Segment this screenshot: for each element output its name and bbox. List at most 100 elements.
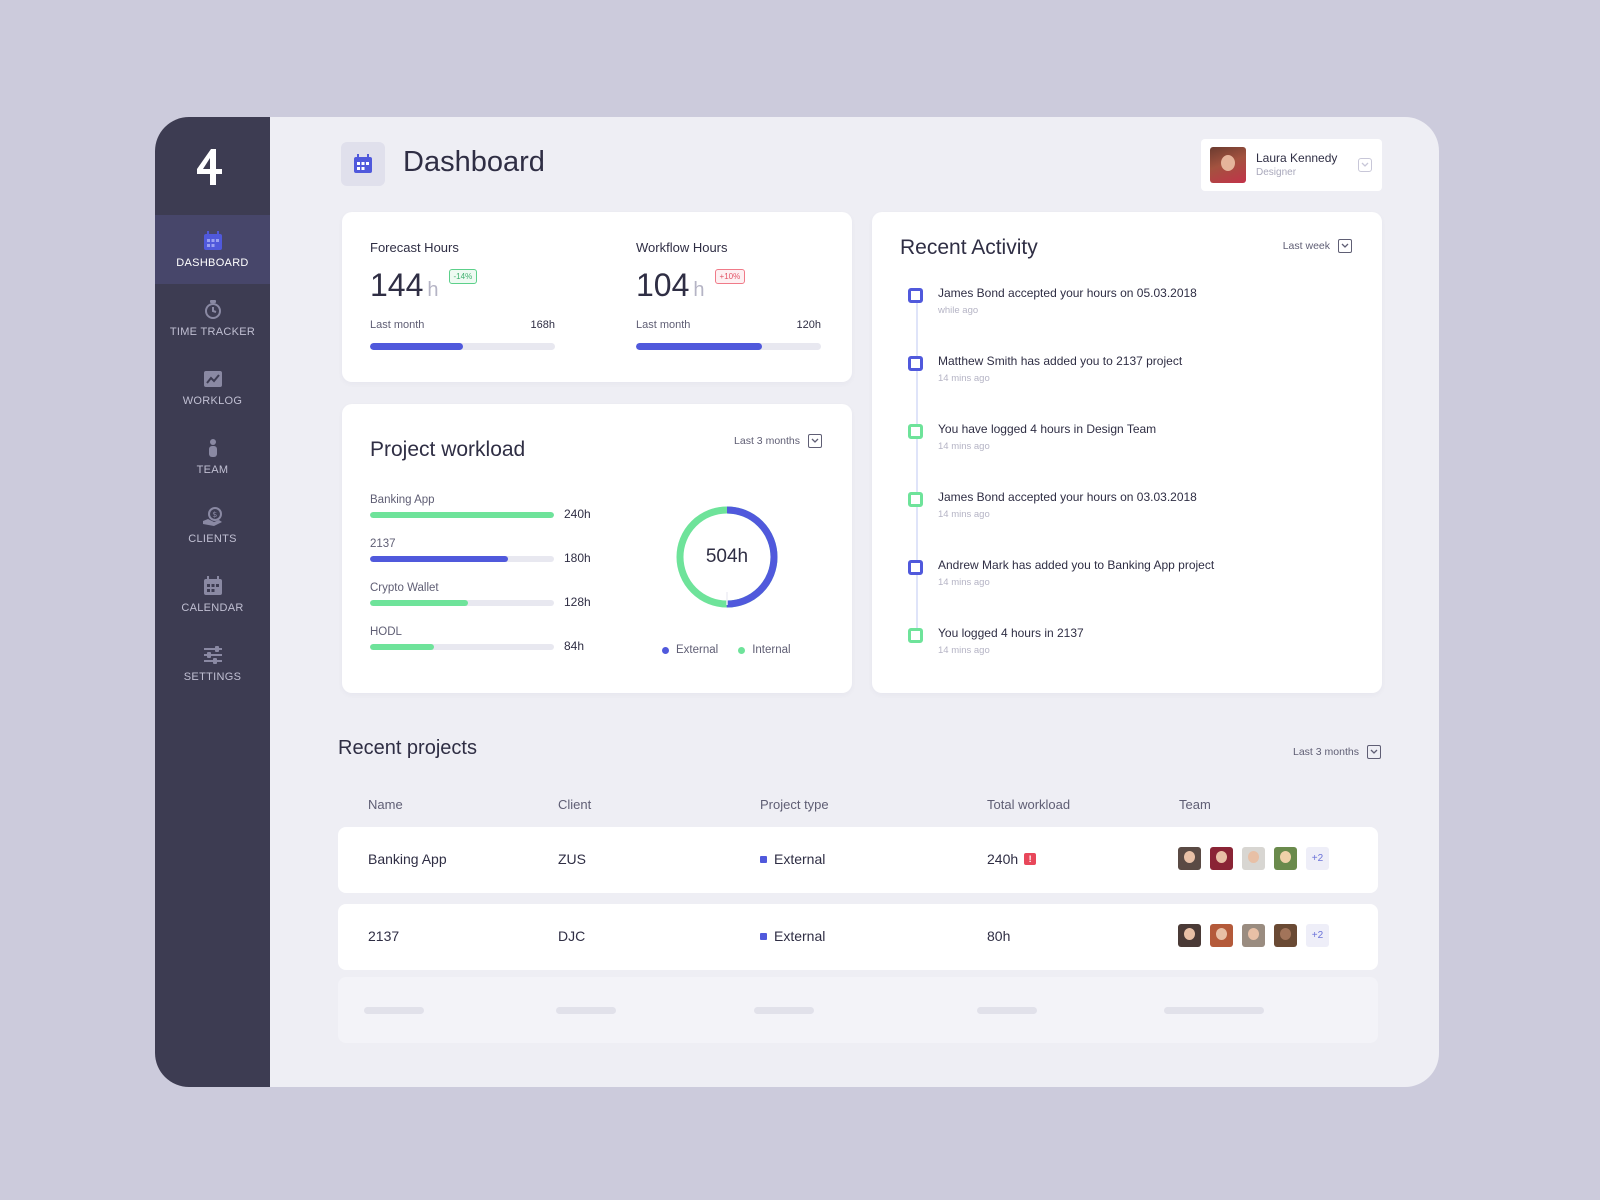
- column-header-team[interactable]: Team: [1179, 797, 1211, 812]
- activity-range-label: Last week: [1282, 240, 1330, 252]
- team-more-badge[interactable]: +2: [1306, 924, 1329, 947]
- workflow-change-badge: +10%: [714, 269, 746, 284]
- recent-projects-title: Recent projects: [338, 737, 477, 759]
- activity-text: James Bond accepted your hours on 03.03.…: [938, 490, 1197, 504]
- workflow-hours: Workflow Hours 104 h +10% Last month 120…: [636, 240, 821, 350]
- workload-list: Banking App 240h 2137 180h Crypto Wallet…: [370, 494, 600, 670]
- team-avatars[interactable]: +2: [1178, 847, 1329, 870]
- chart-board-icon: [202, 368, 224, 390]
- calendar-icon: [202, 575, 224, 597]
- activity-item: You have logged 4 hours in Design Team 1…: [908, 422, 1348, 462]
- sidebar-item-settings[interactable]: SETTINGS: [155, 629, 270, 698]
- sidebar: DASHBOARD TIME TRACKER WORKLOG TEAM: [155, 117, 270, 1087]
- column-header-name[interactable]: Name: [368, 797, 403, 812]
- workload-bar-fill: [370, 600, 469, 606]
- activity-text: James Bond accepted your hours on 05.03.…: [938, 286, 1197, 300]
- legend-internal: Internal: [738, 644, 791, 656]
- avatar: [1210, 924, 1233, 947]
- avatar: [1274, 847, 1297, 870]
- stopwatch-icon: [202, 299, 224, 321]
- workload-item: Banking App 240h: [370, 494, 600, 538]
- project-workload-card: Project workload Last 3 months Banking A…: [342, 404, 852, 693]
- activity-marker: [908, 492, 923, 507]
- column-header-type[interactable]: Project type: [760, 797, 829, 812]
- sidebar-item-label: TEAM: [196, 464, 229, 476]
- workload-project-name: HODL: [370, 626, 402, 638]
- activity-marker: [908, 424, 923, 439]
- workflow-unit: h: [693, 279, 705, 301]
- workload-project-value: 84h: [564, 639, 585, 653]
- sidebar-item-label: DASHBOARD: [176, 257, 249, 269]
- activity-range-select[interactable]: Last week: [1283, 239, 1352, 253]
- sidebar-item-label: WORKLOG: [182, 395, 243, 407]
- workload-bar-fill: [370, 512, 554, 518]
- activity-text: Andrew Mark has added you to Banking App…: [938, 558, 1215, 572]
- chevron-down-icon: [1361, 162, 1369, 167]
- column-header-client[interactable]: Client: [558, 797, 592, 812]
- project-workload: 240h!: [987, 851, 1037, 867]
- activity-marker: [908, 628, 923, 643]
- workflow-period-label: Last month: [636, 319, 691, 331]
- chevron-down-icon: [1366, 745, 1381, 759]
- workload-item: HODL 84h: [370, 626, 600, 670]
- forecast-label: Forecast Hours: [370, 240, 459, 255]
- activity-item: Matthew Smith has added you to 2137 proj…: [908, 354, 1348, 394]
- page-icon: [341, 142, 385, 186]
- workload-bar: [370, 512, 554, 518]
- calendar-grid-icon: [202, 230, 224, 252]
- activity-text: You logged 4 hours in 2137: [938, 626, 1084, 640]
- workload-project-value: 128h: [564, 595, 591, 609]
- activity-time: 14 mins ago: [938, 373, 990, 384]
- forecast-period-value: 168h: [530, 319, 555, 331]
- forecast-change-badge: -14%: [448, 269, 478, 284]
- app-window: DASHBOARD TIME TRACKER WORKLOG TEAM: [155, 117, 1439, 1087]
- workload-bar: [370, 600, 554, 606]
- donut-total: 504h: [705, 546, 749, 567]
- activity-marker: [908, 288, 923, 303]
- user-dropdown-button[interactable]: [1358, 158, 1372, 172]
- activity-item: You logged 4 hours in 2137 14 mins ago: [908, 626, 1348, 666]
- workflow-period-value: 120h: [796, 319, 821, 331]
- sidebar-item-team[interactable]: TEAM: [155, 422, 270, 491]
- user-menu[interactable]: Laura Kennedy Designer: [1201, 139, 1382, 191]
- column-header-workload[interactable]: Total workload: [987, 797, 1071, 812]
- recent-activity-card: Recent Activity Last week James Bond acc…: [872, 212, 1382, 693]
- chevron-down-icon: [808, 434, 822, 448]
- projects-range-select[interactable]: Last 3 months: [1293, 745, 1381, 759]
- project-name: 2137: [368, 928, 400, 944]
- activity-title: Recent Activity: [900, 236, 1038, 259]
- warning-icon: !: [1024, 853, 1037, 865]
- hours-summary-card: Forecast Hours 144 h -14% Last month 168…: [342, 212, 852, 382]
- activity-marker: [908, 560, 923, 575]
- donut-legend: External Internal: [662, 644, 791, 656]
- forecast-value: 144: [370, 267, 424, 303]
- sidebar-item-label: TIME TRACKER: [169, 326, 256, 338]
- activity-item: James Bond accepted your hours on 03.03.…: [908, 490, 1348, 530]
- project-client: ZUS: [558, 851, 586, 867]
- money-hand-icon: $: [202, 506, 224, 528]
- sidebar-item-dashboard[interactable]: DASHBOARD: [155, 215, 270, 284]
- team-more-badge[interactable]: +2: [1306, 847, 1329, 870]
- workload-project-value: 240h: [564, 507, 591, 521]
- sidebar-item-calendar[interactable]: CALENDAR: [155, 560, 270, 629]
- sidebar-item-worklog[interactable]: WORKLOG: [155, 353, 270, 422]
- sidebar-item-clients[interactable]: $ CLIENTS: [155, 491, 270, 560]
- svg-text:$: $: [212, 510, 217, 519]
- table-row[interactable]: 2137 DJC External 80h +2: [338, 904, 1378, 970]
- workflow-progress-fill: [636, 343, 762, 350]
- workflow-progress-bar: [636, 343, 821, 350]
- workload-bar-fill: [370, 556, 508, 562]
- avatar: [1210, 847, 1233, 870]
- table-row[interactable]: Banking App ZUS External 240h! +2: [338, 827, 1378, 893]
- avatar: [1242, 924, 1265, 947]
- sidebar-item-time-tracker[interactable]: TIME TRACKER: [155, 284, 270, 353]
- team-avatars[interactable]: +2: [1178, 924, 1329, 947]
- calendar-grid-icon: [354, 154, 372, 173]
- avatar: [1242, 847, 1265, 870]
- workload-bar-fill: [370, 644, 435, 650]
- activity-time: while ago: [938, 305, 979, 316]
- project-name: Banking App: [368, 851, 447, 867]
- projects-table-header: Name Client Project type Total workload …: [338, 797, 1378, 817]
- brand-logo[interactable]: [193, 147, 227, 187]
- workload-range-select[interactable]: Last 3 months: [734, 434, 822, 448]
